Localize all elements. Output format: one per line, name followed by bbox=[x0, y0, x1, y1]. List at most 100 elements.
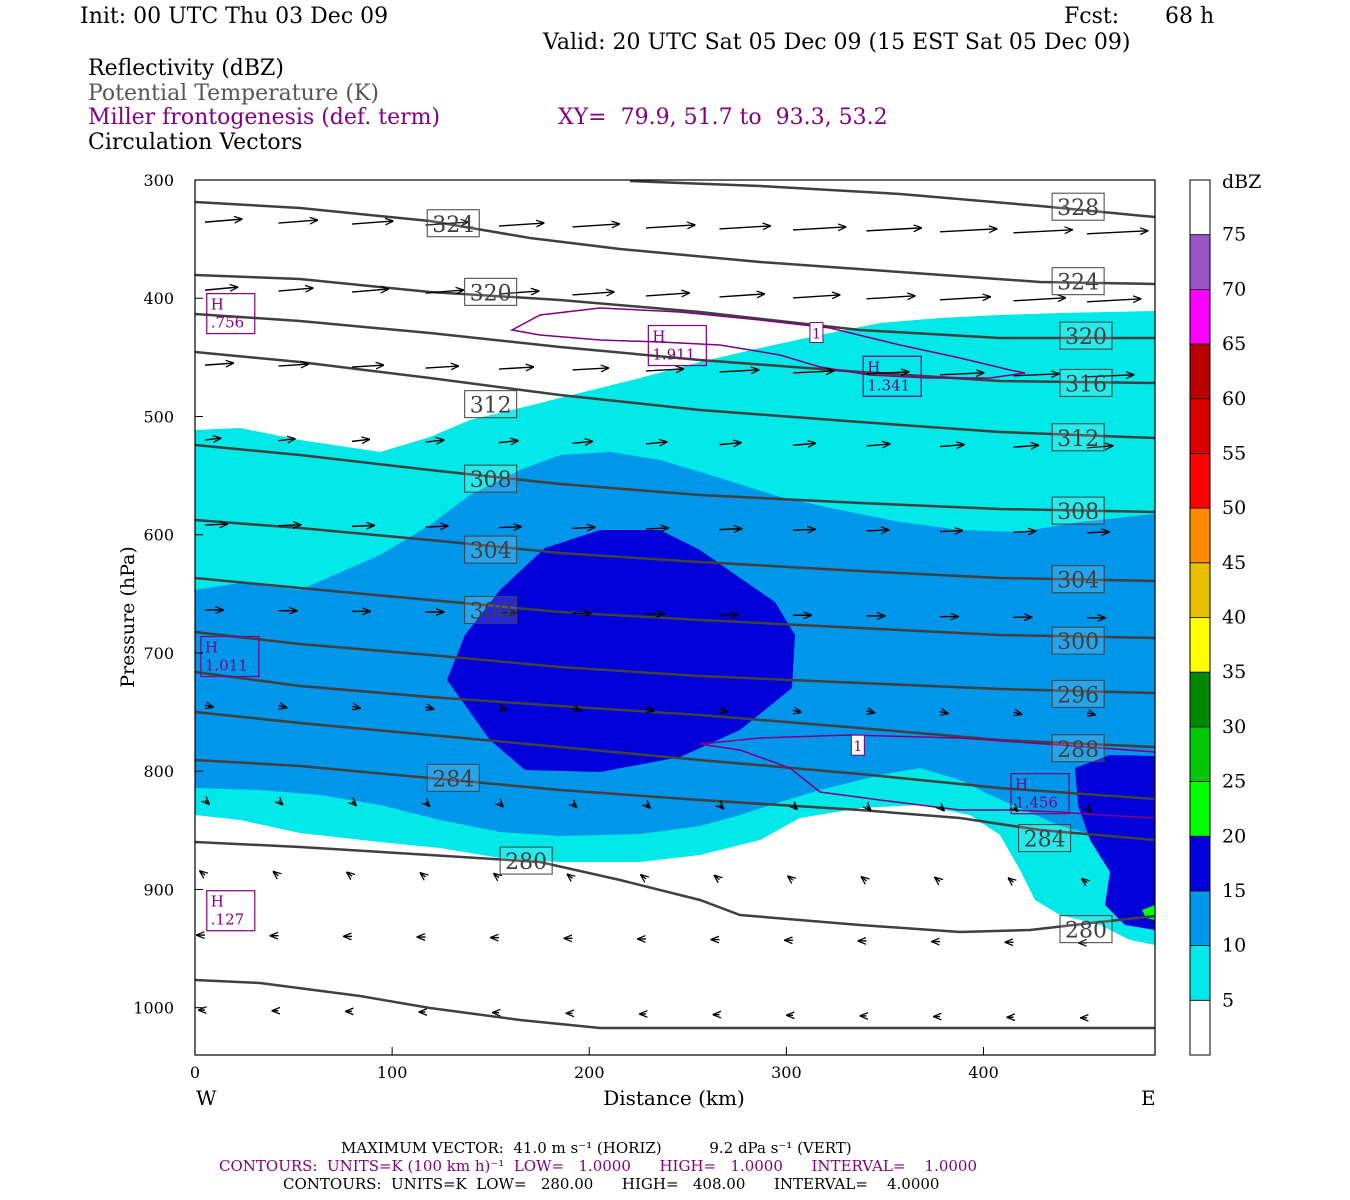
circulation-vector bbox=[1009, 878, 1014, 882]
circulation-vector bbox=[793, 710, 801, 712]
frontogenesis-contour-value: 1 bbox=[853, 739, 862, 755]
circulation-vector bbox=[940, 807, 944, 811]
colorbar-label-30: 30 bbox=[1222, 716, 1246, 738]
circulation-vector bbox=[568, 874, 573, 878]
distance-tick-label-300: 300 bbox=[771, 1063, 802, 1082]
theta-320-contour bbox=[195, 273, 1155, 340]
theta-contour-labels: 324 320 312 308 304 300 284 280 328 324 320 316 312 3… bbox=[426, 192, 1113, 944]
colorbar-label-35: 35 bbox=[1222, 661, 1246, 683]
circulation-vector bbox=[573, 803, 577, 807]
theta-label-box bbox=[464, 464, 518, 493]
theta-label-text: 320 bbox=[470, 281, 512, 306]
theta-label-296: 296 bbox=[1051, 679, 1105, 708]
theta-label-box bbox=[464, 277, 518, 306]
circulation-vector bbox=[1013, 531, 1036, 532]
theta-label-300: 300 bbox=[1051, 626, 1105, 655]
circulation-vector bbox=[1086, 375, 1134, 377]
reflectivity-15dbz-core bbox=[447, 530, 795, 772]
theta-label-324: 324 bbox=[426, 209, 480, 238]
theta-label-312: 312 bbox=[464, 390, 518, 419]
theta-label-box bbox=[464, 595, 518, 624]
circulation-vector bbox=[719, 226, 771, 229]
theta-label-box bbox=[1051, 626, 1105, 655]
field-theta: Potential Temperature (K) bbox=[88, 81, 379, 106]
circulation-vector bbox=[572, 224, 620, 227]
circulation-vector bbox=[645, 369, 683, 371]
circulation-vector bbox=[278, 439, 295, 441]
theta-label-box bbox=[1051, 679, 1105, 708]
max-vector-note: MAXIMUM VECTOR: 41.0 m s⁻¹ (HORIZ) 9.2 d… bbox=[341, 1139, 852, 1157]
theta-308-contour bbox=[195, 443, 1155, 514]
circulation-vector bbox=[939, 297, 990, 300]
circulation-vector bbox=[421, 873, 426, 877]
theta-label-box bbox=[1051, 192, 1105, 221]
frontogenesis-label-1: 1 bbox=[850, 734, 865, 756]
circulation-vector bbox=[793, 805, 797, 809]
circulation-vector bbox=[426, 802, 430, 806]
theta-contour-note: CONTOURS: UNITS=K LOW= 280.00 HIGH= 408.… bbox=[283, 1175, 940, 1193]
circulation-vector bbox=[498, 223, 544, 226]
colorbar-label-5: 5 bbox=[1222, 989, 1234, 1011]
colorbar-segment-75 bbox=[1190, 180, 1210, 235]
circulation-vector bbox=[279, 801, 283, 805]
theta-label-text: 308 bbox=[1057, 500, 1099, 525]
distance-tick-label-100: 100 bbox=[377, 1063, 408, 1082]
theta-label-text: 304 bbox=[470, 539, 512, 564]
theta-324-contour bbox=[195, 200, 1155, 286]
colorbar-segment-10 bbox=[1190, 890, 1210, 946]
theta-label-308: 308 bbox=[464, 464, 518, 493]
theta-312-contour bbox=[195, 350, 1155, 440]
field-reflectivity: Reflectivity (dBZ) bbox=[88, 56, 284, 81]
valid-time: Valid: 20 UTC Sat 05 Dec 09 (15 EST Sat … bbox=[543, 30, 1131, 55]
frontogenesis-value: .756 bbox=[211, 314, 244, 332]
reflectivity-fill bbox=[195, 311, 1155, 945]
colorbar-label-70: 70 bbox=[1222, 278, 1246, 300]
frontogenesis-label-1.341: H1.341 bbox=[862, 355, 922, 397]
circulation-vector bbox=[1013, 230, 1073, 233]
colorbar-unit-label: dBZ bbox=[1222, 171, 1261, 193]
circulation-vector bbox=[351, 439, 369, 441]
circulation-vector bbox=[939, 445, 964, 447]
circulation-vector bbox=[572, 527, 595, 528]
colorbar-label-75: 75 bbox=[1222, 224, 1246, 246]
circulation-vector bbox=[351, 365, 383, 367]
circulation-vector bbox=[719, 294, 765, 297]
west-label: W bbox=[196, 1086, 217, 1110]
circulation-vector bbox=[498, 367, 533, 369]
colorbar-segment-25 bbox=[1190, 726, 1210, 782]
circulation-vector bbox=[867, 711, 875, 713]
theta-label-304: 304 bbox=[1051, 565, 1105, 594]
distance-tick-label-0: 0 bbox=[190, 1063, 200, 1082]
circulation-vector bbox=[572, 368, 609, 370]
circulation-vector bbox=[939, 229, 997, 232]
circulation-vector bbox=[720, 710, 728, 712]
theta-label-280: 280 bbox=[1059, 915, 1113, 944]
circulation-vector bbox=[425, 222, 469, 225]
circulation-vector bbox=[351, 221, 393, 224]
theta-label-box bbox=[1059, 321, 1113, 350]
plot-frame bbox=[194, 179, 1156, 1056]
circulation-vector bbox=[645, 528, 668, 529]
frontogenesis-contours bbox=[509, 307, 1155, 819]
circulation-vector bbox=[498, 291, 538, 294]
theta-label-box bbox=[1051, 734, 1105, 763]
theta-label-320: 320 bbox=[464, 277, 518, 306]
circulation-vector bbox=[1013, 374, 1059, 376]
theta-label-box bbox=[1051, 496, 1105, 525]
circulation-vector bbox=[1014, 807, 1018, 811]
circulation-vector bbox=[494, 874, 499, 878]
circulation-vector bbox=[939, 531, 962, 532]
colorbar-segment-30 bbox=[1190, 672, 1210, 727]
circulation-vector bbox=[278, 288, 313, 291]
theta-contours bbox=[195, 180, 1155, 1030]
theta-label-284: 284 bbox=[426, 763, 480, 792]
pressure-tick-label-800: 800 bbox=[143, 762, 174, 781]
circulation-vector bbox=[351, 289, 388, 292]
circulation-vector bbox=[862, 877, 867, 881]
cross-section-plot: 3243203123083043002842803283243203163123… bbox=[117, 171, 1261, 1110]
theta-label-box bbox=[426, 209, 480, 238]
circulation-vector bbox=[425, 290, 464, 293]
frontogenesis-label-.756: H.756 bbox=[206, 293, 256, 335]
circulation-vector bbox=[866, 444, 890, 446]
